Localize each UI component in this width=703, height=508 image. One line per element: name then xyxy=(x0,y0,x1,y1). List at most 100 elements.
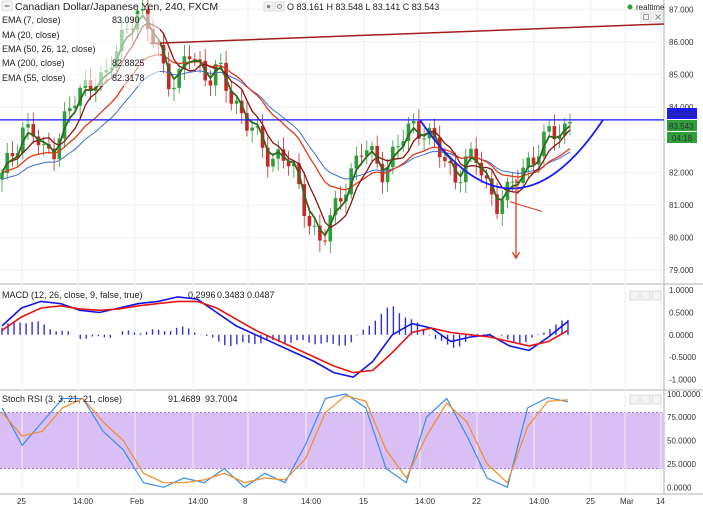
stoch-rsi-label[interactable]: Stoch RSI (3, 3, 21, 21, close) xyxy=(2,394,122,404)
candle-body xyxy=(166,63,171,90)
macd-label[interactable]: MACD (12, 26, close, 9, false, true) xyxy=(2,290,143,300)
candle-body xyxy=(370,145,374,151)
realtime-indicator-icon xyxy=(627,4,633,10)
stoch-rsi-d-line xyxy=(1,395,569,484)
header-controls xyxy=(263,1,664,23)
candle-body xyxy=(453,163,458,183)
candle-body xyxy=(516,181,520,183)
macd-signal-value: 0.3483 xyxy=(217,290,245,300)
candle-body xyxy=(0,173,4,180)
ema55-label[interactable]: EMA (55, close) xyxy=(2,73,66,83)
candle-body xyxy=(568,122,572,124)
candle-body xyxy=(78,87,82,106)
candle-body xyxy=(41,144,46,146)
candle-body xyxy=(57,138,62,160)
candle-body xyxy=(245,113,249,131)
ma200-label[interactable]: MA (200, close) xyxy=(2,58,65,68)
candle-body xyxy=(406,123,411,142)
symbol-toggle-icon[interactable] xyxy=(1,0,13,12)
candle-body xyxy=(67,108,72,112)
stoch-rsi-k-line xyxy=(1,393,569,489)
price-tick-label: 86.000 xyxy=(669,38,694,47)
candle-body xyxy=(26,124,30,128)
candle-body xyxy=(10,153,15,157)
panel-close-icon[interactable] xyxy=(652,11,664,23)
candle-body xyxy=(364,150,369,157)
rsi-settings-icon[interactable] xyxy=(629,394,640,405)
horizontal-level-badge: 83.609 xyxy=(667,108,697,119)
price-tick-label: 81.000 xyxy=(669,201,694,210)
candle-body xyxy=(354,155,359,169)
time-tick-label: 15 xyxy=(359,497,368,506)
macd-histogram-value: 0.0487 xyxy=(247,290,275,300)
candle-body xyxy=(177,69,181,88)
stoch-rsi-tick-label: 25.0000 xyxy=(667,460,696,469)
rsi-maximize-icon[interactable] xyxy=(640,394,651,405)
ema55-value: 82.3178 xyxy=(112,73,145,83)
ma20-label[interactable]: MA (20, close) xyxy=(2,30,60,40)
ema7-line xyxy=(1,14,571,238)
candle-body xyxy=(510,181,515,183)
candle-body xyxy=(255,125,260,128)
time-tick-label: 25 xyxy=(17,497,26,506)
candle-body xyxy=(443,157,447,162)
candle-body xyxy=(286,160,291,167)
candle-body xyxy=(479,162,484,176)
realtime-label: realtime xyxy=(636,3,665,12)
time-tick-label: 25 xyxy=(586,497,595,506)
candle-body xyxy=(542,131,546,157)
rsi-close-icon[interactable] xyxy=(651,394,662,405)
candle-body xyxy=(187,56,192,60)
ema7-value: 83.090 xyxy=(112,15,140,25)
candle-body xyxy=(411,121,416,124)
candle-body xyxy=(396,146,400,148)
hide-icon[interactable] xyxy=(263,1,274,12)
candle-body xyxy=(302,184,307,217)
time-tick-label: 14:00 xyxy=(415,497,436,506)
time-tick-label: 14:00 xyxy=(529,497,550,506)
time-tick-label: 14:00 xyxy=(73,497,94,506)
macd-tick-label: -1.0000 xyxy=(669,375,697,384)
candle-body xyxy=(349,168,353,195)
axes: 87.00086.00085.00084.00083.00082.00081.0… xyxy=(17,5,701,506)
horizontal-level-value: 83.609 xyxy=(669,110,694,119)
settings-icon[interactable] xyxy=(274,1,285,12)
candle-body xyxy=(333,198,338,216)
candle-body xyxy=(73,105,77,109)
candle-body xyxy=(234,100,239,104)
breakout-line xyxy=(509,201,543,212)
candle-body xyxy=(213,64,218,86)
ema7-label[interactable]: EMA (7, close) xyxy=(2,15,61,25)
candle-body xyxy=(469,148,473,157)
macd-close-icon[interactable] xyxy=(651,290,662,301)
candle-body xyxy=(484,175,489,179)
candle-body xyxy=(140,8,145,11)
candle-body xyxy=(292,163,296,167)
candle-body xyxy=(62,111,67,139)
stoch-rsi-band-fill xyxy=(0,412,664,469)
ma20-line xyxy=(1,22,571,229)
price-tick-label: 82.000 xyxy=(669,168,694,177)
candle-body xyxy=(219,62,223,65)
candle-body xyxy=(323,240,327,242)
time-tick-label: 22 xyxy=(472,497,481,506)
macd-maximize-icon[interactable] xyxy=(640,290,651,301)
candle-body xyxy=(250,127,254,131)
time-tick-label: 14:00 xyxy=(188,497,209,506)
panel-maximize-icon[interactable] xyxy=(640,11,652,23)
stoch-rsi-tick-label: 75.0000 xyxy=(667,413,696,422)
macd-panel xyxy=(1,296,569,378)
ohlc-readout: O 83.161 H 83.548 L 83.141 C 83.543 xyxy=(287,2,439,12)
candle-body xyxy=(385,167,390,183)
rsi-panel-controls xyxy=(629,394,662,405)
stoch-rsi-band xyxy=(0,412,664,470)
ema-hidden-label[interactable]: EMA (50, 26, 12, close) xyxy=(2,44,96,54)
candle-body xyxy=(31,124,36,137)
macd-tick-label: -0.5000 xyxy=(669,353,697,362)
time-tick-label: Mar xyxy=(620,497,634,506)
candle-body xyxy=(338,198,343,202)
candle-body xyxy=(474,148,479,163)
macd-settings-icon[interactable] xyxy=(629,290,640,301)
stoch-rsi-tick-label: 0.0000 xyxy=(667,483,692,492)
